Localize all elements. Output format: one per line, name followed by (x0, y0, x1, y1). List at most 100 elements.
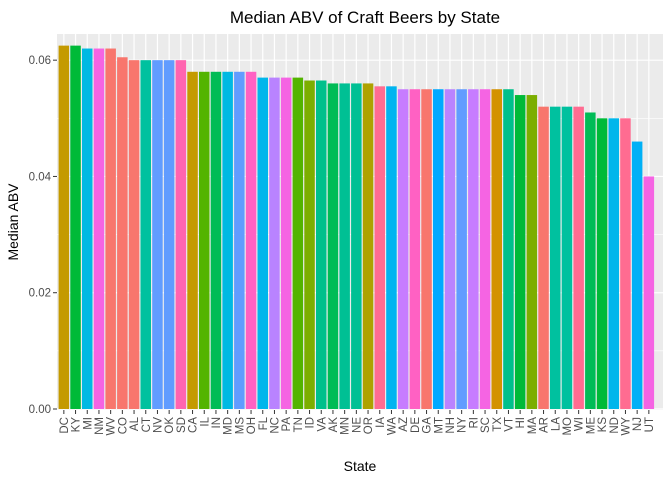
bar-wi (573, 106, 584, 410)
bar-nd (608, 118, 619, 410)
x-tick-label: WA (386, 417, 398, 435)
bar-co (117, 57, 128, 410)
bar-sd (175, 60, 187, 410)
bar-la (550, 106, 561, 410)
x-tick-label: AK (328, 417, 340, 433)
x-tick-label: IA (375, 417, 387, 428)
bar-mo (561, 106, 573, 410)
x-tick-label: ID (305, 417, 317, 429)
bar-ms (234, 71, 245, 409)
x-tick-label: TN (293, 417, 305, 432)
x-tick-label: VA (316, 417, 328, 432)
x-tick-label: NC (269, 417, 281, 434)
x-tick-label: MS (234, 417, 246, 435)
bar-nv (152, 60, 163, 410)
x-tick-label: NH (445, 417, 457, 434)
bar-ok (163, 60, 175, 410)
x-tick-label: ND (609, 417, 621, 434)
x-tick-label: PA (281, 417, 293, 432)
bar-mi (82, 48, 93, 410)
x-tick-label: DE (410, 417, 422, 433)
x-tick-label: MI (82, 417, 94, 430)
bars (58, 45, 655, 410)
bar-tn (292, 77, 304, 410)
x-tick-label: NM (94, 417, 106, 435)
x-tick-label: MA (527, 417, 539, 435)
bar-ut (643, 176, 655, 409)
bar-hi (514, 95, 526, 409)
x-tick-label: NJ (632, 417, 644, 431)
bar-fl (257, 77, 268, 410)
bar-ar (538, 106, 549, 410)
bar-ma (526, 95, 538, 409)
bar-az (397, 89, 409, 410)
x-tick-label: OR (363, 417, 375, 434)
x-tick-label: WV (106, 417, 118, 436)
x-tick-label: UT (644, 417, 656, 432)
x-tick-label: SC (480, 417, 492, 433)
x-tick-label: KS (597, 417, 609, 433)
x-tick-label: HI (515, 417, 527, 429)
x-tick-label: OK (164, 417, 176, 434)
bar-oh (245, 71, 257, 409)
y-tick-label: 0.00 (29, 404, 51, 416)
x-tick-label: MT (433, 417, 445, 434)
x-tick-label: RI (468, 417, 480, 429)
x-tick-label: MD (223, 417, 235, 435)
bar-dc (58, 45, 70, 410)
x-tick-label: SD (176, 417, 188, 433)
x-tick-label: LA (550, 417, 562, 431)
x-tick-label: ME (585, 417, 597, 435)
x-tick-label: WY (620, 417, 632, 436)
x-axis-title: State (344, 458, 377, 474)
x-tick-label: CO (117, 417, 129, 434)
x-tick-label: KY (71, 417, 83, 433)
bar-ky (70, 45, 81, 410)
bar-vt (503, 89, 514, 410)
bar-sc (479, 89, 491, 410)
bar-ct (140, 60, 151, 410)
x-tick-label: NE (351, 417, 363, 433)
bar-al (128, 60, 140, 410)
bar-id (304, 80, 315, 409)
x-tick-label: VT (503, 417, 515, 432)
bar-de (409, 89, 421, 410)
x-tick-label: IL (199, 416, 211, 426)
bar-ak (327, 83, 339, 409)
x-tick-label: NY (457, 417, 469, 433)
y-axis: 0.00 0.02 0.04 0.06 (29, 55, 57, 416)
bar-wy (620, 118, 631, 410)
bar-ks (596, 118, 608, 410)
x-axis: DC KY MI NM WV CO AL CT NV OK SD CA IL IN MD MS OH FL NC PA… (59, 410, 656, 436)
bar-mn (339, 83, 350, 409)
x-tick-label: CA (188, 417, 200, 433)
bar-or (362, 83, 374, 409)
x-tick-label: GA (422, 417, 434, 434)
x-tick-label: TX (492, 417, 504, 432)
x-tick-label: FL (258, 416, 270, 430)
bar-nj (631, 141, 643, 409)
bar-md (222, 71, 233, 409)
bar-ia (374, 86, 385, 409)
bar-nm (93, 48, 105, 410)
x-tick-label: AR (539, 417, 551, 433)
bar-me (585, 112, 596, 409)
y-tick-label: 0.02 (29, 288, 51, 300)
bar-wa (386, 86, 397, 409)
x-tick-label: IN (211, 417, 223, 429)
x-tick-label: WI (574, 417, 586, 431)
x-tick-label: DC (59, 417, 71, 434)
bar-ga (421, 89, 432, 410)
bar-ca (187, 71, 198, 409)
bar-ne (351, 83, 362, 409)
bar-pa (280, 77, 292, 410)
bar-va (316, 80, 327, 409)
bar-wv (105, 48, 116, 410)
y-tick-label: 0.06 (29, 55, 51, 67)
bar-nh (444, 89, 456, 410)
bar-tx (491, 89, 502, 410)
x-tick-label: MO (562, 417, 574, 436)
bar-ri (468, 89, 479, 410)
y-tick-label: 0.04 (29, 171, 52, 183)
